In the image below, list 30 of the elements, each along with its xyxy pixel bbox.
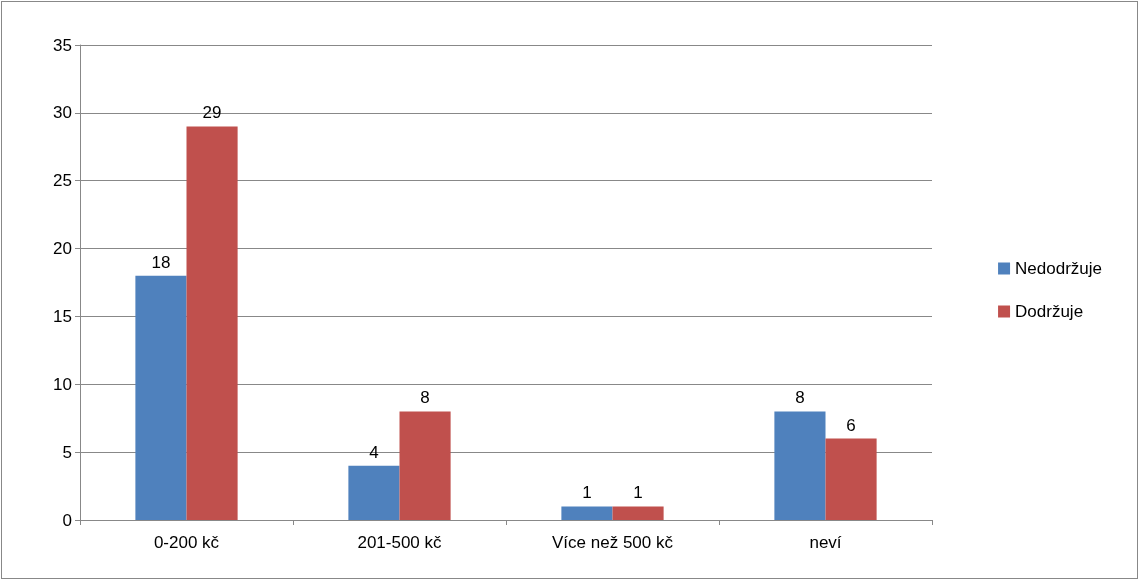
bar <box>774 411 826 520</box>
bar <box>135 275 187 520</box>
x-tick-label: 201-500 kč <box>357 533 443 552</box>
bar <box>348 465 400 520</box>
x-tick-label: 0-200 kč <box>153 533 220 552</box>
data-label: 8 <box>795 388 805 408</box>
data-label: 1 <box>582 483 592 503</box>
y-tick-label: 10 <box>53 374 72 394</box>
y-tick-label: 30 <box>53 103 72 123</box>
y-tick-label: 25 <box>53 171 72 191</box>
bar <box>399 411 451 520</box>
data-label: 29 <box>202 103 222 123</box>
x-tick-label: Více než 500 kč <box>552 533 674 552</box>
y-tick-label: 0 <box>62 510 72 530</box>
y-tick-label: 20 <box>53 239 72 259</box>
data-label: 8 <box>420 388 430 408</box>
bar <box>186 126 238 520</box>
legend-label: Nedodržuje <box>1015 259 1103 278</box>
bar <box>825 438 877 520</box>
data-label: 4 <box>369 442 379 462</box>
x-tick-label: neví <box>809 533 842 552</box>
data-label: 1 <box>633 483 643 503</box>
legend-label: Dodržuje <box>1015 302 1084 321</box>
y-tick-label: 35 <box>53 35 72 55</box>
bar <box>561 506 613 520</box>
bar <box>612 506 664 520</box>
data-label: 18 <box>151 252 171 272</box>
y-tick-label: 5 <box>62 442 72 462</box>
data-label: 6 <box>846 415 856 435</box>
y-tick-label: 15 <box>53 306 72 326</box>
